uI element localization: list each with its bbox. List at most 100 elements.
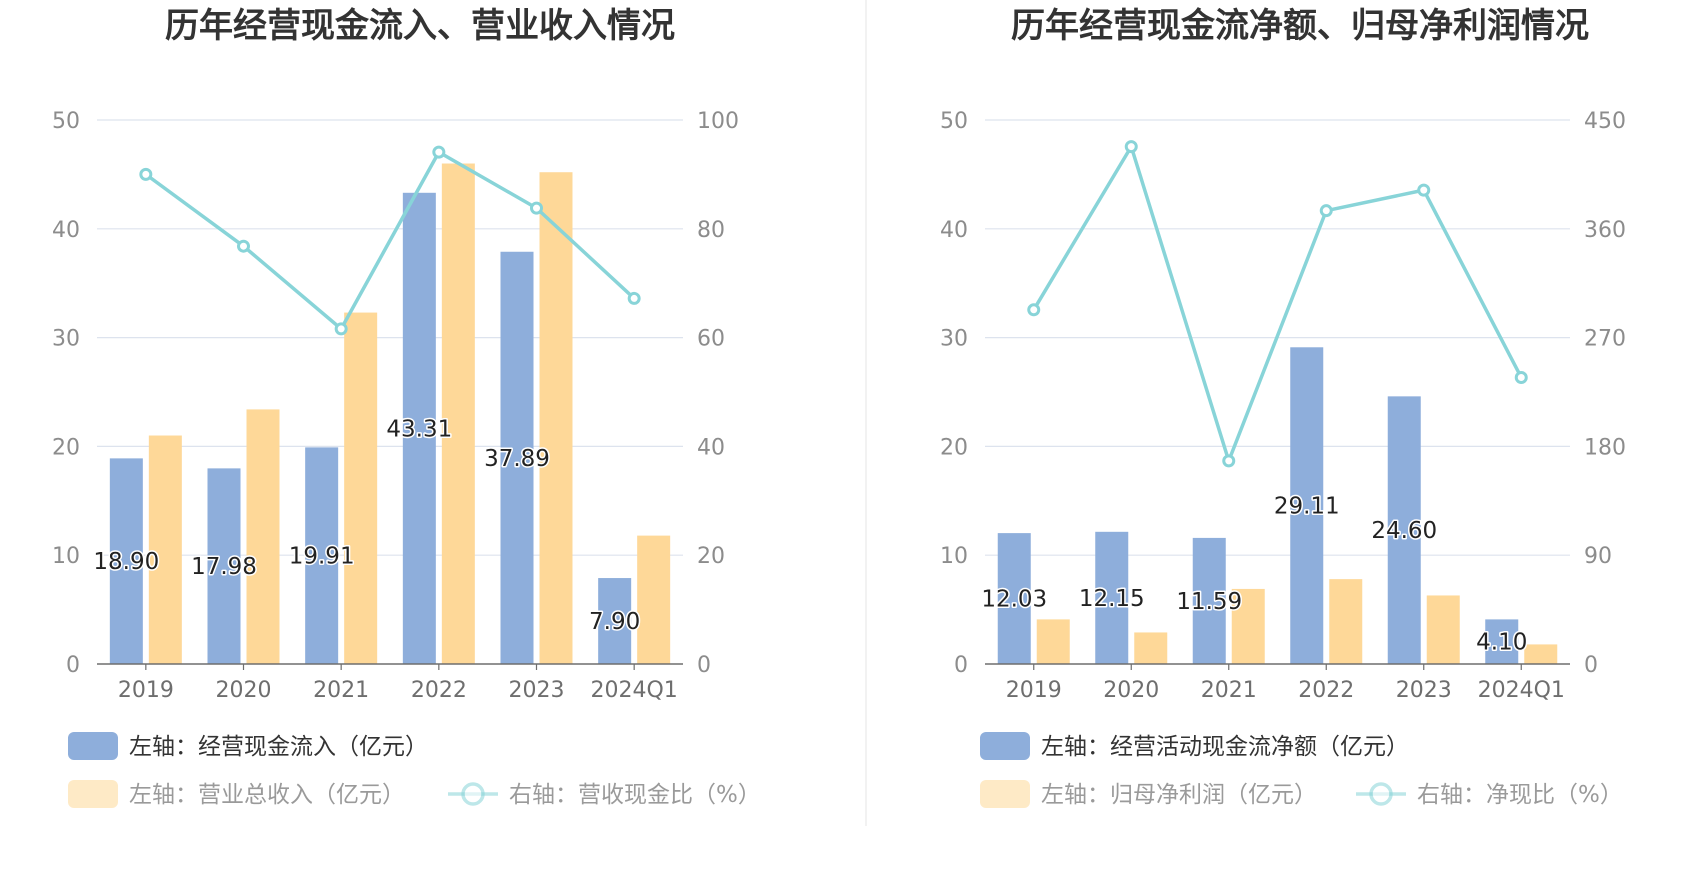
bar-data-label: 29.11 <box>1274 494 1340 520</box>
x-axis-tick-label: 2019 <box>118 678 174 703</box>
left-axis-tick-label: 10 <box>52 544 80 569</box>
bar-data-label: 4.10 <box>1476 630 1527 656</box>
legend-secondary-label: 左轴：营业总收入（亿元） <box>129 782 405 808</box>
ratio-line-point <box>1514 370 1528 384</box>
right-axis-tick-label: 0 <box>697 653 711 678</box>
right-axis-tick-label: 100 <box>697 109 739 134</box>
x-axis-tick-label: 2022 <box>1298 678 1354 703</box>
bar-data-label: 37.89 <box>484 446 550 472</box>
bar-secondary <box>441 163 475 664</box>
chart-title: 历年经营现金流净额、归母净利润情况 <box>1011 6 1589 46</box>
x-axis-tick-label: 2021 <box>1201 678 1257 703</box>
right-axis-tick-label: 60 <box>697 327 725 352</box>
legend-secondary-label: 左轴：归母净利润（亿元） <box>1041 782 1317 808</box>
legend-line-label: 右轴：净现比（%） <box>1417 782 1623 808</box>
ratio-line-point <box>237 239 250 253</box>
legend-primary-label: 左轴：经营现金流入（亿元） <box>129 734 428 760</box>
bar-data-label: 17.98 <box>191 554 257 580</box>
bar-secondary <box>1036 619 1070 664</box>
x-axis-tick-label: 2024Q1 <box>591 678 678 703</box>
legend-line-marker <box>461 782 485 806</box>
left-axis-tick-label: 30 <box>940 327 968 352</box>
bar-secondary <box>148 435 182 664</box>
bar-data-label: 18.90 <box>93 549 159 575</box>
x-axis-tick-label: 2023 <box>509 678 565 703</box>
bar-primary <box>500 251 534 664</box>
x-axis-tick-label: 2020 <box>216 678 272 703</box>
bar-secondary <box>1329 579 1363 664</box>
ratio-line <box>144 150 636 331</box>
right-axis-tick-label: 40 <box>697 435 725 460</box>
bar-primary <box>1290 347 1324 664</box>
bar-secondary <box>539 172 573 664</box>
x-axis-tick-label: 2024Q1 <box>1478 678 1565 703</box>
bar-secondary <box>1231 588 1265 664</box>
legend-secondary-swatch <box>980 780 1030 808</box>
bar-secondary <box>1426 595 1460 664</box>
bar-secondary <box>1524 644 1558 664</box>
bar-data-label: 11.59 <box>1176 589 1242 615</box>
chart-title: 历年经营现金流入、营业收入情况 <box>165 6 675 46</box>
left-axis-tick-label: 50 <box>940 109 968 134</box>
right-axis-tick-label: 90 <box>1584 544 1612 569</box>
bar-data-label: 24.60 <box>1371 518 1437 544</box>
left-axis-tick-label: 40 <box>52 218 80 243</box>
x-axis-tick-label: 2020 <box>1103 678 1159 703</box>
right-axis-tick-label: 450 <box>1584 109 1626 134</box>
right-axis-tick-label: 180 <box>1584 435 1626 460</box>
ratio-line-point <box>334 322 348 336</box>
bar-data-label: 12.03 <box>981 587 1047 613</box>
left-axis-tick-label: 20 <box>940 435 968 460</box>
ratio-line-point <box>432 145 446 159</box>
bar-primary <box>207 468 241 664</box>
legend-primary-swatch <box>68 732 118 760</box>
legend-primary-label: 左轴：经营活动现金流净额（亿元） <box>1041 734 1409 760</box>
x-axis-tick-label: 2022 <box>411 678 467 703</box>
right-axis-tick-label: 270 <box>1584 327 1626 352</box>
bar-primary <box>402 192 436 664</box>
bar-secondary <box>1134 632 1168 664</box>
bar-primary <box>1095 531 1129 664</box>
bar-primary <box>109 458 143 664</box>
bar-secondary <box>637 535 671 664</box>
bar-primary <box>1387 396 1421 664</box>
ratio-line-point <box>139 167 153 181</box>
left-axis-tick-label: 0 <box>66 653 80 678</box>
bar-secondary <box>344 312 378 664</box>
x-axis-tick-label: 2021 <box>313 678 369 703</box>
bar-secondary <box>246 409 280 664</box>
bar-primary <box>1192 537 1226 664</box>
x-axis-tick-label: 2023 <box>1396 678 1452 703</box>
bar-primary <box>598 578 632 664</box>
bar-data-label: 12.15 <box>1079 586 1145 612</box>
right-axis-tick-label: 360 <box>1584 218 1626 243</box>
ratio-line-point <box>627 291 641 305</box>
legend-secondary-swatch <box>68 780 118 808</box>
legend-primary-swatch <box>980 732 1030 760</box>
ratio-line-point <box>1124 140 1138 154</box>
legend-line-marker <box>1369 782 1393 806</box>
bar-primary <box>1485 619 1519 664</box>
ratio-line-point <box>530 201 543 215</box>
ratio-line-point <box>1027 303 1041 317</box>
right-axis-tick-label: 20 <box>697 544 725 569</box>
left-axis-tick-label: 10 <box>940 544 968 569</box>
ratio-line <box>1032 144 1523 463</box>
bar-primary <box>997 533 1031 664</box>
left-axis-tick-label: 0 <box>954 653 968 678</box>
ratio-line-point <box>1222 454 1236 468</box>
bar-data-label: 19.91 <box>289 544 355 570</box>
ratio-line-point <box>1319 204 1333 218</box>
legend-line-label: 右轴：营收现金比（%） <box>509 782 761 808</box>
left-axis-tick-label: 20 <box>52 435 80 460</box>
bar-data-label: 43.31 <box>386 416 452 442</box>
ratio-line-point <box>1417 183 1431 197</box>
right-axis-tick-label: 80 <box>697 218 725 243</box>
left-axis-tick-label: 30 <box>52 327 80 352</box>
x-axis-tick-label: 2019 <box>1006 678 1062 703</box>
right-axis-tick-label: 0 <box>1584 653 1598 678</box>
left-axis-tick-label: 50 <box>52 109 80 134</box>
left-axis-tick-label: 40 <box>940 218 968 243</box>
